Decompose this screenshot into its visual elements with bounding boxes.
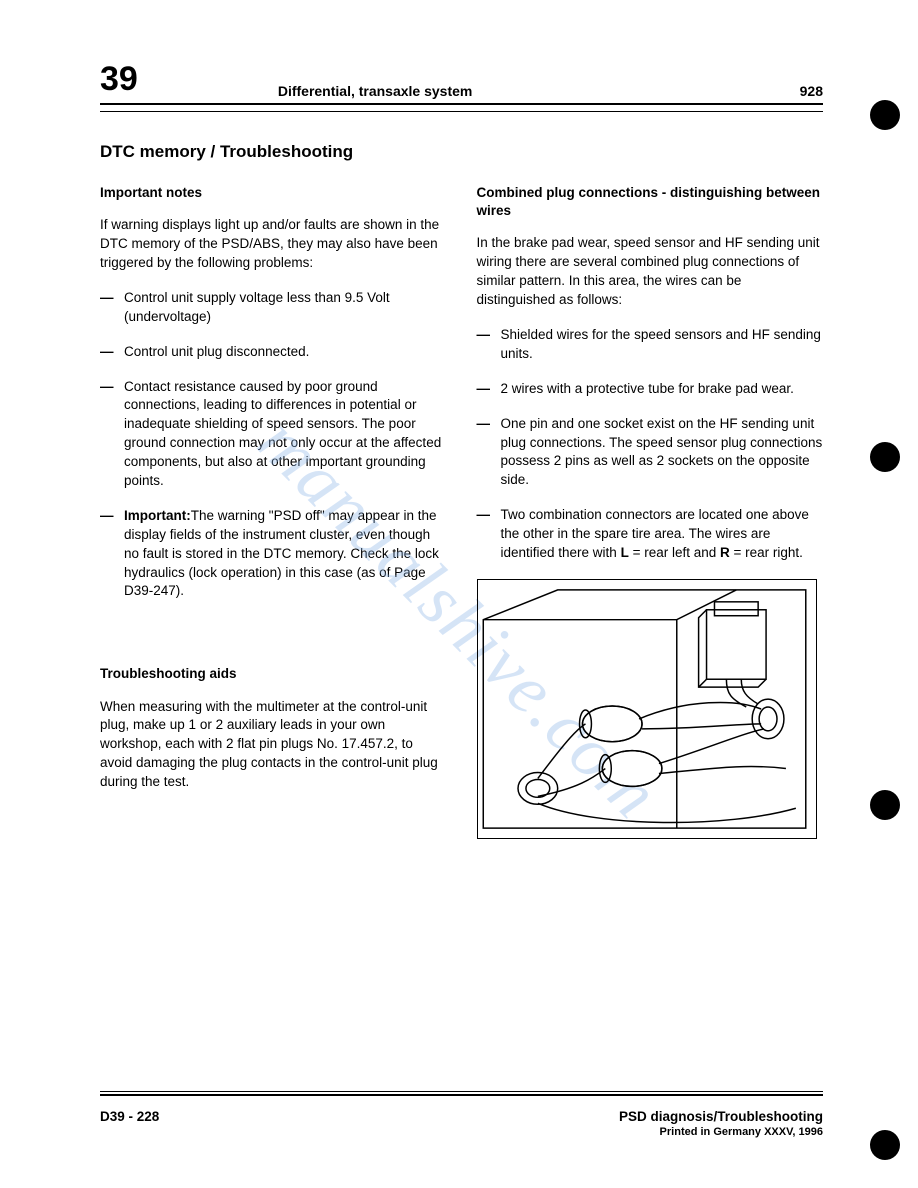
subhead-combined-plug: Combined plug connections - distinguishi…: [477, 184, 824, 220]
content-columns: Important notes If warning displays ligh…: [100, 184, 823, 839]
bullet-item: — Control unit plug disconnected.: [100, 343, 447, 362]
letter-R: R: [720, 545, 730, 560]
punch-hole-icon: [870, 442, 900, 472]
right-column: Combined plug connections - distinguishi…: [477, 184, 824, 839]
paragraph: When measuring with the multimeter at th…: [100, 698, 447, 792]
paragraph: If warning displays light up and/or faul…: [100, 216, 447, 273]
header-right-number: 928: [800, 83, 823, 99]
header-title: Differential, transaxle system: [248, 83, 800, 99]
punch-hole-icon: [870, 1130, 900, 1160]
footer-right: PSD diagnosis/Troubleshooting Printed in…: [619, 1109, 823, 1138]
important-label: Important:: [124, 508, 191, 523]
letter-L: L: [621, 545, 629, 560]
bullet-item: — Contact resistance caused by poor grou…: [100, 378, 447, 491]
bullet-text: Contact resistance caused by poor ground…: [124, 378, 447, 491]
subhead-important-notes: Important notes: [100, 184, 447, 202]
bullet-item: — Two combination connectors are located…: [477, 506, 824, 563]
dash-icon: —: [477, 415, 501, 491]
footer-section-title: PSD diagnosis/Troubleshooting: [619, 1109, 823, 1124]
punch-hole-icon: [870, 100, 900, 130]
dash-icon: —: [100, 343, 124, 362]
spacer: [100, 617, 447, 665]
dash-icon: —: [477, 380, 501, 399]
punch-hole-icon: [870, 790, 900, 820]
footer-rule-thin: [100, 1091, 823, 1092]
left-column: Important notes If warning displays ligh…: [100, 184, 447, 839]
bullet-item: — Control unit supply voltage less than …: [100, 289, 447, 327]
page-footer: D39 - 228 PSD diagnosis/Troubleshooting …: [100, 1109, 823, 1138]
section-title: DTC memory / Troubleshooting: [100, 142, 823, 162]
footer-page-number: D39 - 228: [100, 1109, 159, 1124]
wiring-diagram-figure: [477, 579, 817, 839]
bullet-text: Important:The warning "PSD off" may appe…: [124, 507, 447, 601]
bullet-text: One pin and one socket exist on the HF s…: [501, 415, 824, 491]
paragraph: In the brake pad wear, speed sensor and …: [477, 234, 824, 310]
page-header: 39 Differential, transaxle system 928: [100, 60, 823, 105]
subhead-troubleshooting-aids: Troubleshooting aids: [100, 665, 447, 683]
footer-rule-thick: [100, 1094, 823, 1096]
bullet-item: — 2 wires with a protective tube for bra…: [477, 380, 824, 399]
dash-icon: —: [477, 326, 501, 364]
bullet-text: Control unit plug disconnected.: [124, 343, 447, 362]
bullet-text: Two combination connectors are located o…: [501, 506, 824, 563]
dash-icon: —: [100, 289, 124, 327]
page: manualshive.com 39 Differential, transax…: [0, 0, 918, 1188]
dash-icon: —: [477, 506, 501, 563]
wiring-diagram-svg: [478, 580, 816, 838]
dash-icon: —: [100, 378, 124, 491]
footer-print-info: Printed in Germany XXXV, 1996: [619, 1126, 823, 1138]
bullet-text: 2 wires with a protective tube for brake…: [501, 380, 824, 399]
bullet-text: Shielded wires for the speed sensors and…: [501, 326, 824, 364]
dash-icon: —: [100, 507, 124, 601]
bullet-item: — Shielded wires for the speed sensors a…: [477, 326, 824, 364]
header-rule: [100, 111, 823, 112]
bullet-item: — Important:The warning "PSD off" may ap…: [100, 507, 447, 601]
bullet-item: — One pin and one socket exist on the HF…: [477, 415, 824, 491]
chapter-number: 39: [100, 60, 138, 99]
bullet-text: Control unit supply voltage less than 9.…: [124, 289, 447, 327]
